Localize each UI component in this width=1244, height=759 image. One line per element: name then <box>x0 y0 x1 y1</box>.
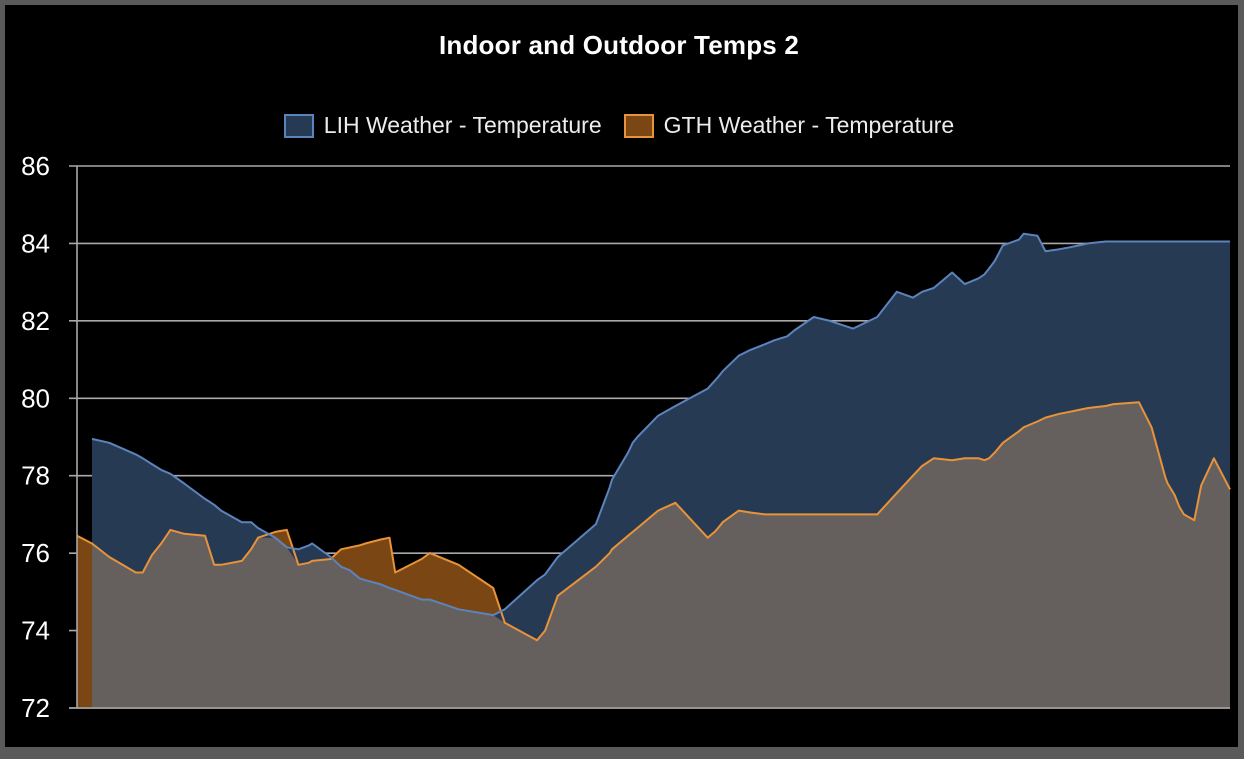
y-tick-labels: 72 74 76 78 80 82 84 86 <box>21 151 50 723</box>
y-tick-label-74: 74 <box>21 616 50 646</box>
legend: LIH Weather - Temperature GTH Weather - … <box>0 112 1238 139</box>
legend-swatch-lih <box>283 113 314 138</box>
y-tick-label-86: 86 <box>21 151 50 181</box>
area-overlap <box>92 402 1230 708</box>
legend-item-lih[interactable]: LIH Weather - Temperature <box>283 112 602 139</box>
y-tick-label-78: 78 <box>21 461 50 491</box>
chart-title: Indoor and Outdoor Temps 2 <box>438 30 800 60</box>
y-tick-label-72: 72 <box>21 693 50 723</box>
series-areas <box>76 232 1231 709</box>
legend-item-gth[interactable]: GTH Weather - Temperature <box>623 112 955 139</box>
axes <box>69 166 1230 709</box>
series-line-0 <box>91 232 1230 617</box>
series-line-1 <box>76 401 1231 642</box>
y-tick-label-84: 84 <box>21 228 50 258</box>
y-tick-label-82: 82 <box>21 306 50 336</box>
y-tick-label-76: 76 <box>21 538 50 568</box>
legend-label-gth: GTH Weather - Temperature <box>663 112 955 138</box>
legend-swatch-gth <box>623 113 654 138</box>
legend-label-lih: LIH Weather - Temperature <box>323 112 602 138</box>
y-tick-label-80: 80 <box>21 383 50 413</box>
